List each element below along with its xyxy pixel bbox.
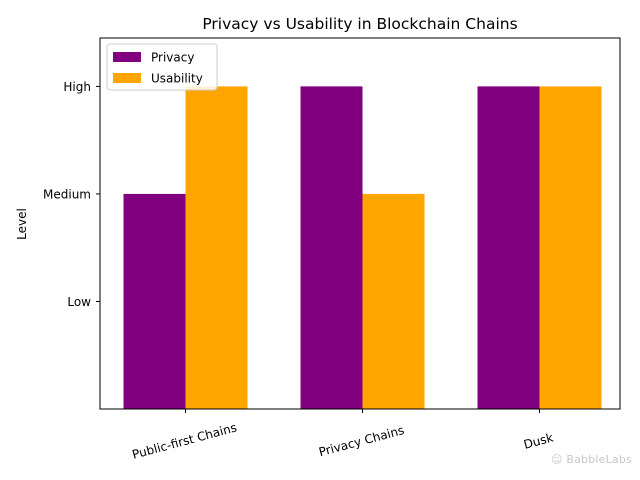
watermark: ☺ BabbleLabs xyxy=(550,453,632,466)
y-tick-label: Medium xyxy=(43,187,91,201)
y-axis: Low Medium High xyxy=(43,80,100,309)
y-axis-label: Level xyxy=(15,208,29,240)
y-tick-label: High xyxy=(63,80,91,94)
bar-privacy-public-first-chains xyxy=(123,193,186,409)
legend-swatch-privacy xyxy=(113,52,141,62)
chart-title: Privacy vs Usability in Blockchain Chain… xyxy=(202,15,517,33)
bar-usability-privacy-chains xyxy=(362,193,425,409)
bar-privacy-dusk xyxy=(477,86,540,410)
bar-usability-public-first-chains xyxy=(185,86,248,410)
legend-label-privacy: Privacy xyxy=(151,51,194,65)
legend-label-usability: Usability xyxy=(151,72,203,86)
legend-swatch-usability xyxy=(113,73,141,83)
bars-group xyxy=(123,86,602,410)
y-tick-label: Low xyxy=(67,295,91,309)
plot-frame xyxy=(99,37,621,410)
legend: Privacy Usability xyxy=(106,43,218,91)
bar-usability-dusk xyxy=(539,86,602,410)
bar-privacy-privacy-chains xyxy=(300,86,363,410)
